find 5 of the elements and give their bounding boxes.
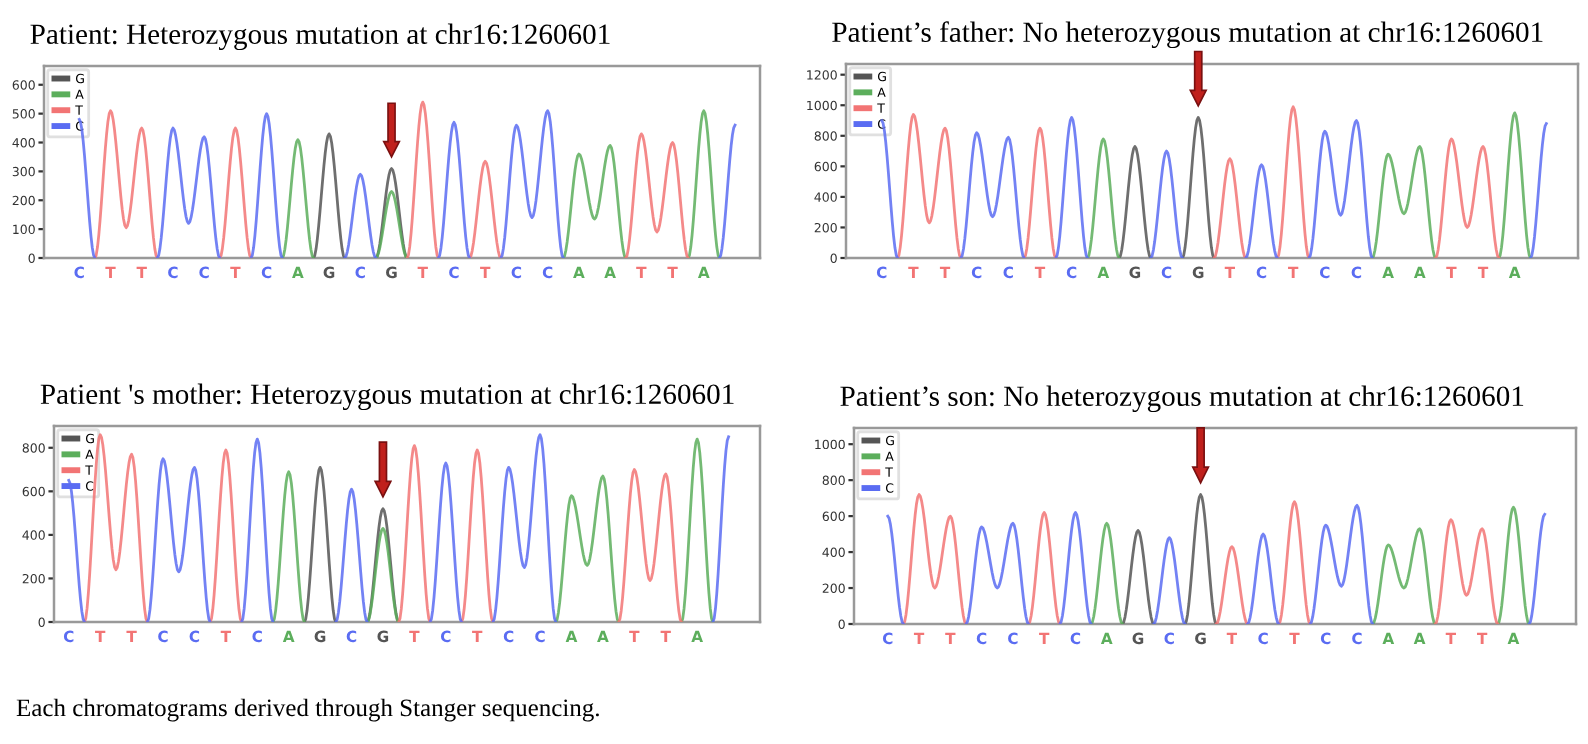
chart-title: Patient: Heterozygous mutation at chr16:1260601 xyxy=(30,23,610,51)
chart-title: Patient 's mother: Heterozygous mutation at chr16:1260601 xyxy=(40,383,734,411)
text: Each chromatograms derived through Stanger sequencing. xyxy=(16,698,599,722)
chart-title: Patient’s son: No heterozygous mutation at chr16:1260601 xyxy=(840,385,1524,413)
chart-title: Patient’s father: No heterozygous mutation at chr16:1260601 xyxy=(832,21,1543,49)
